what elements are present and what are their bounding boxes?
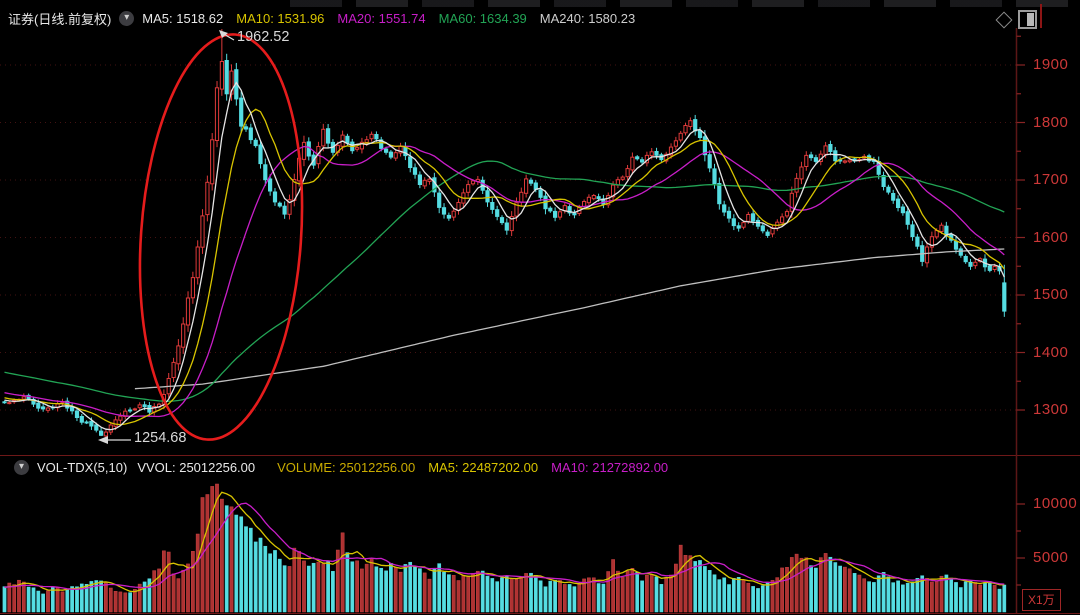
clipped-window-edge xyxy=(290,0,1080,7)
ma240-line xyxy=(134,248,1005,390)
ma10-line xyxy=(4,108,1005,426)
vvol-value: VVOL: 25012256.00 xyxy=(137,459,256,475)
axis-frame xyxy=(0,28,1080,614)
price-axis-label: 1900 xyxy=(1033,56,1069,73)
price-axis-label: 1700 xyxy=(1033,171,1069,188)
highlight-ellipse-annotation xyxy=(138,33,304,441)
legend-item-ma10: MA10: 1531.96 xyxy=(236,10,325,26)
volume-header: ▾ VOL-TDX(5,10) VVOL: 25012256.00 VOLUME… xyxy=(0,457,1080,477)
price-axis-label: 1300 xyxy=(1033,401,1069,418)
high-price-annotation: 1962.52 xyxy=(237,29,290,45)
legend-item-ma5: MA5: 1518.62 xyxy=(142,10,224,26)
annotation-arrows xyxy=(98,30,235,444)
chevron-down-icon[interactable]: ▾ xyxy=(119,10,135,26)
chart-title[interactable]: 证券(日线.前复权) xyxy=(8,11,112,27)
legend-item-ma20: MA20: 1551.74 xyxy=(337,10,426,26)
grid-lines xyxy=(0,64,1016,411)
volume-indicator-label[interactable]: VOL-TDX(5,10) xyxy=(37,459,128,475)
main-chart-header: 证券(日线.前复权) ▾ MA5: 1518.62 MA10: 1531.96 MA… xyxy=(0,7,1080,29)
volume-axis-label: 10000 xyxy=(1033,495,1078,512)
low-price-annotation: 1254.68 xyxy=(134,430,187,446)
price-axis-label: 1500 xyxy=(1033,286,1069,303)
right-edge-marker xyxy=(1040,4,1042,28)
volume-unit-label: X1万 xyxy=(1022,589,1061,611)
volume-axis-label: 5000 xyxy=(1033,549,1069,566)
vol_ma10-line xyxy=(4,502,1005,590)
split-view-icon[interactable] xyxy=(1018,10,1037,29)
volume-legend-item-vol-ma10: MA10: 21272892.00 xyxy=(551,459,669,475)
chevron-down-icon[interactable]: ▾ xyxy=(14,459,29,475)
price-axis-label: 1400 xyxy=(1033,343,1069,361)
price-axis-label: 1600 xyxy=(1033,228,1069,246)
legend-item-ma240: MA240: 1580.23 xyxy=(539,10,636,26)
ma5-line xyxy=(4,81,1005,431)
legend-item-ma60: MA60: 1634.39 xyxy=(438,10,527,26)
volume-ma-lines xyxy=(4,491,1005,593)
candles xyxy=(2,29,1007,439)
price-axis-label: 1800 xyxy=(1033,113,1069,131)
volume-legend: VOLUME: 25012256.00 MA5: 22487202.00 MA10:… xyxy=(277,460,681,475)
volume-legend-item-volume: VOLUME: 25012256.00 xyxy=(277,459,416,475)
volume-legend-item-vol-ma5: MA5: 22487202.00 xyxy=(428,459,539,475)
volume-bars xyxy=(2,483,1007,613)
ma-legend: MA5: 1518.62 MA10: 1531.96 MA20: 1551.74 MA… xyxy=(142,11,648,26)
